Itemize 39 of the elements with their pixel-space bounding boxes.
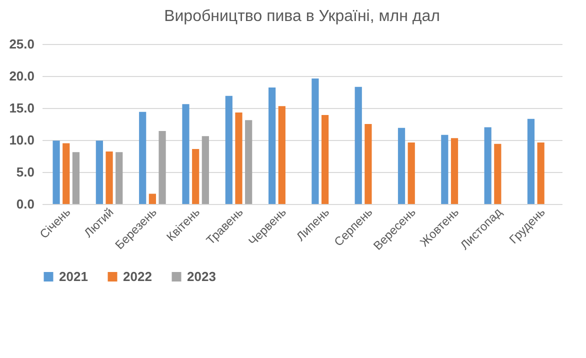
bar (116, 152, 123, 204)
bar (245, 120, 252, 204)
y-tick-label: 10.0 (9, 132, 34, 148)
bar (354, 86, 362, 204)
bar (398, 128, 406, 204)
bar (408, 142, 415, 204)
legend-label: 2023 (187, 268, 216, 284)
bar (96, 140, 103, 204)
bar (192, 148, 200, 204)
bar (484, 127, 492, 204)
bar (182, 104, 190, 204)
y-tick-label: 0.0 (16, 196, 34, 212)
bar (148, 194, 156, 204)
bar (527, 118, 535, 204)
bar (202, 136, 209, 204)
bar (72, 152, 80, 204)
y-tick-label: 15.0 (9, 100, 34, 116)
y-tick-label: 5.0 (16, 164, 34, 180)
bar (441, 134, 448, 204)
bar (62, 143, 70, 204)
bar (235, 112, 242, 204)
bar (364, 124, 372, 204)
chart-title: Виробництво пива в Україні, млн дал (164, 8, 440, 25)
y-tick-label: 20.0 (9, 68, 34, 84)
bar (494, 144, 502, 204)
bar (268, 88, 276, 204)
legend-label: 2022 (123, 268, 152, 284)
bar (158, 131, 166, 204)
bar (278, 106, 286, 204)
bar (312, 78, 319, 204)
bar (139, 112, 146, 204)
y-tick-label: 25.0 (9, 36, 34, 52)
bar (52, 140, 60, 204)
bar (537, 142, 544, 204)
bar (322, 115, 329, 204)
bar (450, 138, 458, 204)
bar (225, 96, 232, 204)
bar (106, 152, 113, 204)
legend-label: 2021 (59, 268, 88, 284)
